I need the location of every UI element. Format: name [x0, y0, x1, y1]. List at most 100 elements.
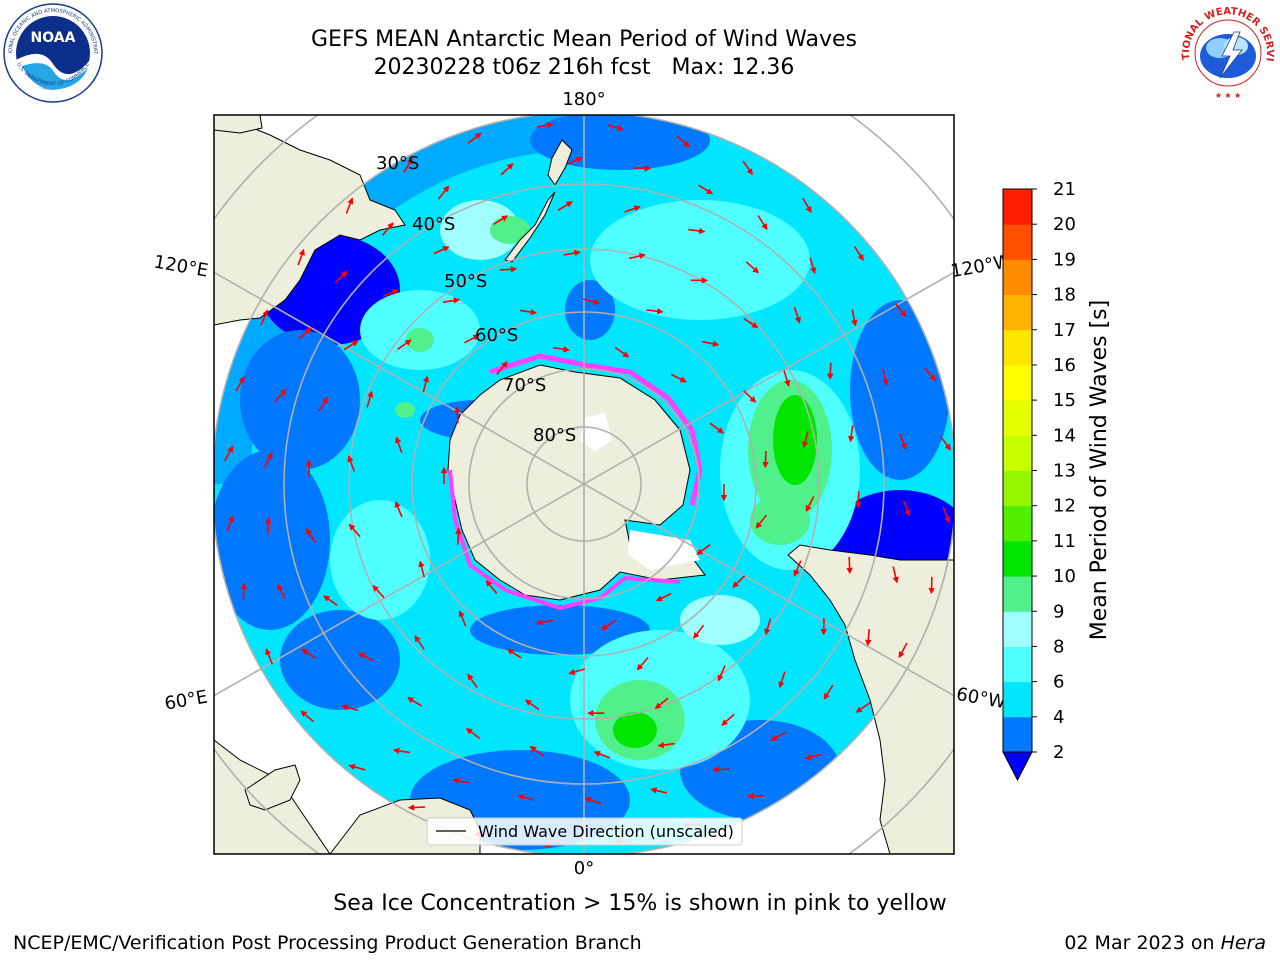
- wave-direction-arrow: [745, 261, 760, 274]
- wave-direction-arrow: [464, 334, 480, 344]
- wave-direction-arrow: [732, 575, 746, 588]
- colorbar-tick-label: 2: [1053, 742, 1064, 763]
- wave-direction-arrow: [500, 163, 514, 176]
- wave-direction-arrow: [614, 346, 630, 358]
- wave-direction-arrow: [851, 309, 858, 327]
- wave-direction-arrow: [563, 249, 581, 257]
- wave-direction-arrow: [628, 252, 646, 260]
- lat-label-30s: 30°S: [376, 153, 419, 174]
- wave-direction-arrow: [762, 450, 769, 469]
- legend-label: Wind Wave Direction (unscaled): [478, 822, 734, 841]
- wave-direction-arrow: [467, 673, 478, 689]
- wave-direction-arrow: [403, 157, 413, 173]
- wave-direction-arrow: [433, 246, 450, 255]
- wave-direction-arrow: [657, 741, 675, 749]
- wave-direction-arrow: [422, 375, 430, 393]
- wave-direction-arrow: [593, 750, 611, 759]
- colorbar-bin: [1003, 716, 1032, 753]
- south-america: [787, 544, 954, 854]
- wave-direction-arrow: [274, 388, 287, 402]
- colorbar-bin: [1003, 294, 1032, 331]
- graticule: [214, 115, 954, 854]
- wave-direction-arrow: [318, 396, 329, 412]
- australia: [214, 115, 406, 326]
- wave-direction-arrow: [454, 406, 461, 424]
- wave-direction-arrow: [601, 619, 616, 631]
- wave-direction-arrow: [418, 560, 425, 578]
- wave-direction-arrow: [458, 610, 467, 627]
- colorbar-label: Mean Period of Wind Waves [s]: [1087, 300, 1112, 640]
- colorbar-bin: [1003, 364, 1032, 401]
- wave-direction-arrow: [557, 201, 573, 211]
- wave-direction-arrow: [536, 121, 554, 129]
- wave-direction-arrow: [343, 340, 359, 351]
- colorbar-tick-label: 11: [1053, 531, 1076, 552]
- colorbar-tick-label: 19: [1053, 249, 1076, 270]
- sea-ice-edge: [489, 353, 703, 506]
- wave-direction-arrow: [898, 642, 908, 659]
- lon-label-60w: 60°W: [955, 684, 1008, 713]
- lat-label-70s: 70°S: [503, 375, 546, 396]
- wave-direction-arrow: [742, 160, 753, 176]
- new-zealand-north: [547, 139, 573, 186]
- wave-direction-arrow: [455, 527, 462, 545]
- wave-direction-arrow: [394, 501, 403, 518]
- wave-direction-arrow: [372, 584, 385, 599]
- wave-direction-arrow: [940, 436, 952, 451]
- colorbar-tick-label: 8: [1053, 636, 1064, 657]
- wave-direction-arrow: [698, 184, 714, 195]
- wave-direction-arrow: [778, 671, 786, 689]
- colorbar-bin: [1003, 646, 1032, 683]
- colorbar-tick-label: 20: [1053, 214, 1076, 235]
- wave-direction-arrow: [496, 361, 508, 376]
- wave-direction-arrow: [865, 629, 872, 647]
- wave-direction-arrow: [265, 517, 272, 535]
- map-title: GEFS MEAN Antarctic Mean Period of Wind …: [311, 27, 857, 52]
- madagascar: [244, 764, 301, 811]
- colorbar-tick-label: 6: [1053, 672, 1064, 693]
- colorbar-extend-triangle: [1002, 751, 1033, 782]
- wave-direction-arrow: [924, 367, 937, 382]
- colorbar-tick-label: 4: [1053, 707, 1064, 728]
- wave-direction-arrow: [499, 266, 518, 273]
- wave-direction-arrow: [381, 222, 394, 236]
- wave-direction-arrow: [348, 763, 366, 771]
- wave-direction-arrow: [392, 747, 411, 755]
- wave-direction-arrow: [899, 433, 907, 451]
- wave-direction-arrow: [298, 327, 312, 340]
- wave-direction-arrow: [552, 346, 570, 353]
- footer-machine: Hera: [1220, 932, 1266, 954]
- wave-direction-arrow: [382, 289, 400, 297]
- colorbar-bin: [1003, 470, 1032, 507]
- wave-direction-arrow: [942, 506, 951, 524]
- wave-direction-arrow: [277, 583, 287, 600]
- footer-date-text: 02 Mar 2023 on: [1064, 932, 1215, 954]
- wave-direction-arrow: [240, 582, 248, 601]
- wave-direction-arrow: [263, 452, 273, 468]
- colorbar-tick-label: 18: [1053, 285, 1076, 306]
- wave-direction-arrow: [805, 496, 815, 512]
- wave-direction-arrow: [358, 652, 374, 662]
- wave-direction-arrow: [783, 370, 791, 387]
- wave-direction-arrow: [676, 135, 691, 148]
- colorbar-tick-label: 21: [1053, 179, 1076, 200]
- colorbar-bin: [1003, 189, 1032, 225]
- wave-direction-arrow: [334, 270, 348, 284]
- wave-direction-arrow: [846, 556, 853, 575]
- wave-direction-arrow: [397, 339, 412, 350]
- wave-direction-arrow: [300, 710, 315, 723]
- wave-direction-arrow: [881, 368, 889, 386]
- wave-direction-arrow: [226, 515, 234, 532]
- colorbar-bin: [1003, 329, 1032, 366]
- wave-direction-arrow: [855, 702, 871, 713]
- colorbar-bin: [1003, 611, 1032, 647]
- wave-direction-arrow: [407, 804, 426, 811]
- wave-direction-arrow: [624, 205, 641, 213]
- wave-direction-arrow: [348, 523, 361, 538]
- wave-direction-arrow: [688, 227, 706, 235]
- wave-direction-arrow: [793, 560, 802, 577]
- wave-direction-arrow: [764, 618, 772, 636]
- wave-direction-arrow: [301, 648, 317, 660]
- colorbar: 2 4 6 8 9 10 11 12 13 14 15 16 17 18 19 20 21: [1002, 179, 1076, 782]
